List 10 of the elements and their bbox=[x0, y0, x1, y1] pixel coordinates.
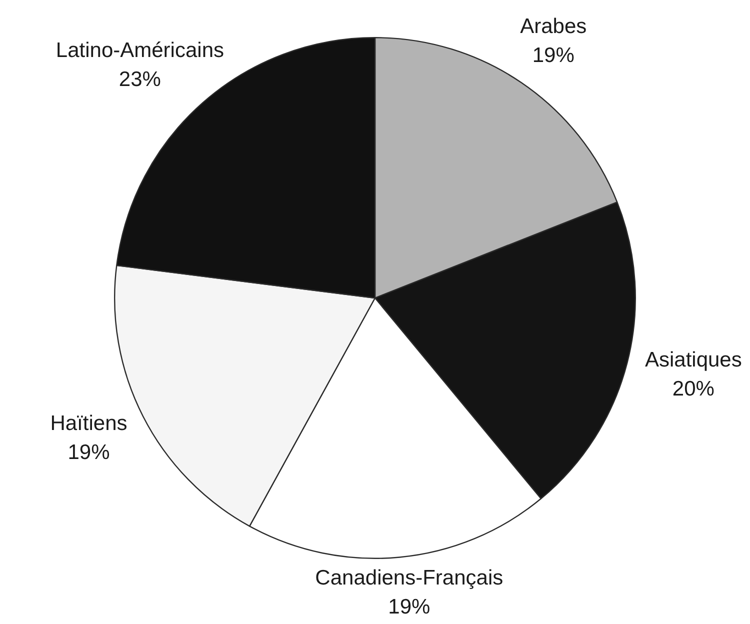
slice-label: Haïtiens bbox=[50, 412, 128, 435]
slice-label: Latino-Américains bbox=[56, 38, 224, 62]
slice-label: Canadiens-Français bbox=[315, 566, 504, 590]
data-label: 19% bbox=[388, 595, 430, 618]
data-label: 19% bbox=[68, 440, 110, 464]
slice-label: Arabes bbox=[520, 15, 587, 38]
slice-label: Asiatiques bbox=[644, 348, 742, 372]
data-label: 20% bbox=[672, 377, 714, 400]
data-label: 23% bbox=[118, 68, 161, 91]
data-label: 19% bbox=[532, 44, 574, 68]
